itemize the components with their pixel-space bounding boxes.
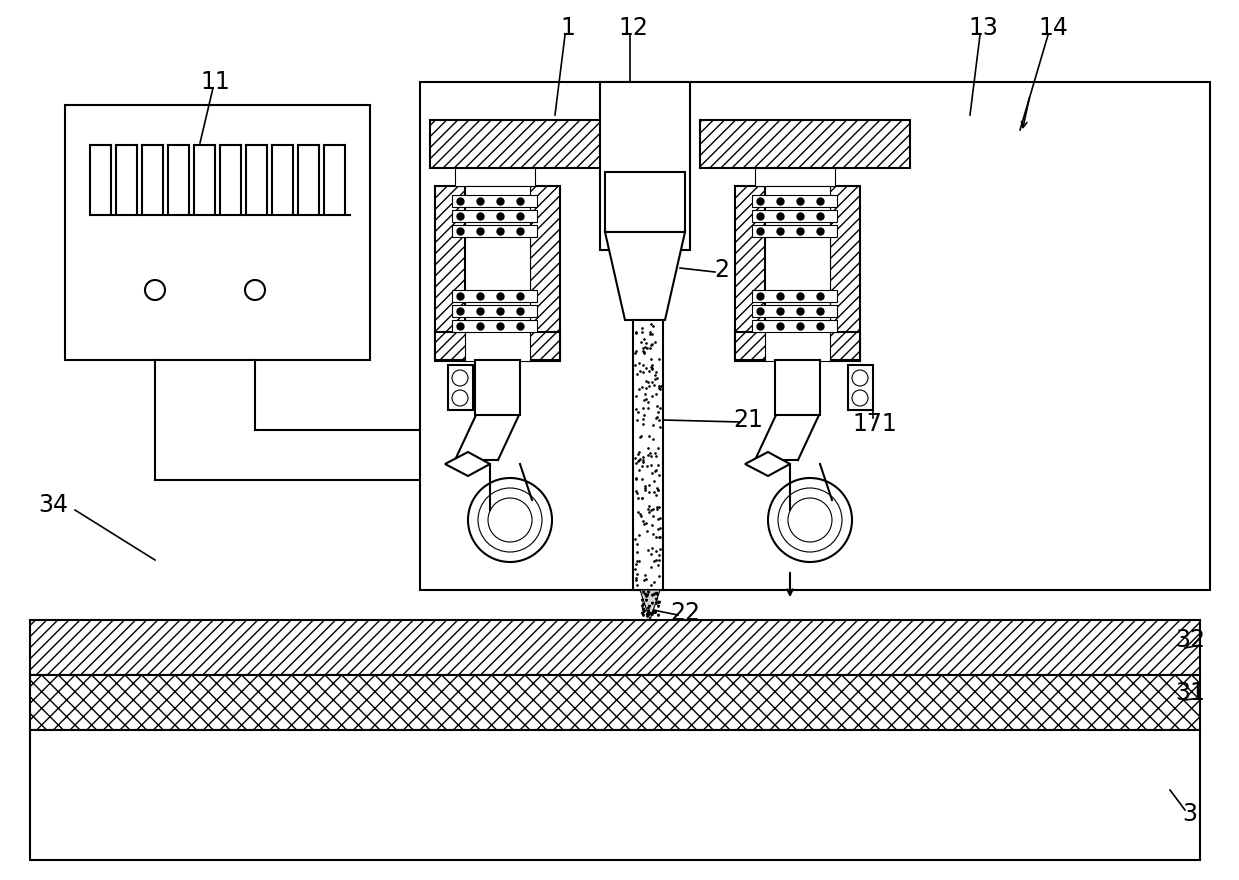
Bar (449, 365, 473, 410)
Bar (452, 225, 536, 237)
Bar (452, 195, 536, 207)
Text: 3: 3 (1182, 802, 1198, 826)
Text: 13: 13 (968, 16, 997, 40)
Polygon shape (445, 452, 489, 476)
Polygon shape (641, 590, 660, 620)
Text: 32: 32 (1175, 628, 1206, 652)
Bar (30, 675, 1201, 730)
Bar (776, 360, 820, 415)
Bar (64, 105, 370, 360)
Bar (755, 168, 835, 186)
Bar (700, 120, 909, 168)
Bar (735, 332, 860, 360)
Bar (752, 290, 838, 302)
Polygon shape (605, 232, 685, 320)
Bar (752, 195, 838, 207)
Bar (633, 320, 663, 590)
Bar (452, 290, 536, 302)
Bar (764, 186, 830, 361)
Text: 11: 11 (201, 70, 230, 94)
Bar (452, 210, 536, 222)
Bar (530, 186, 560, 361)
Text: 31: 31 (1175, 681, 1206, 705)
Bar (30, 620, 1201, 675)
Bar (475, 360, 520, 415)
Bar (735, 186, 764, 361)
Polygon shape (745, 452, 790, 476)
Text: 2: 2 (715, 258, 730, 282)
Bar (452, 305, 536, 317)
Bar (435, 332, 560, 360)
Text: 34: 34 (38, 493, 68, 517)
Bar (30, 730, 1201, 860)
Text: 12: 12 (618, 16, 648, 40)
Bar (847, 365, 873, 410)
Bar (752, 225, 838, 237)
Bar (465, 186, 530, 361)
Text: 14: 14 (1038, 16, 1068, 40)
Bar (435, 186, 465, 361)
Bar (600, 82, 690, 250)
Text: 1: 1 (560, 16, 575, 40)
Bar (752, 210, 838, 222)
Bar (752, 320, 838, 332)
Bar (830, 186, 860, 361)
Text: 21: 21 (733, 408, 763, 432)
Text: 171: 171 (852, 412, 897, 436)
Bar (605, 172, 685, 232)
Text: 22: 22 (670, 601, 700, 625)
Bar (430, 120, 641, 168)
Bar (455, 168, 535, 186)
Bar (752, 305, 838, 317)
Bar (452, 320, 536, 332)
Bar (420, 82, 1211, 590)
